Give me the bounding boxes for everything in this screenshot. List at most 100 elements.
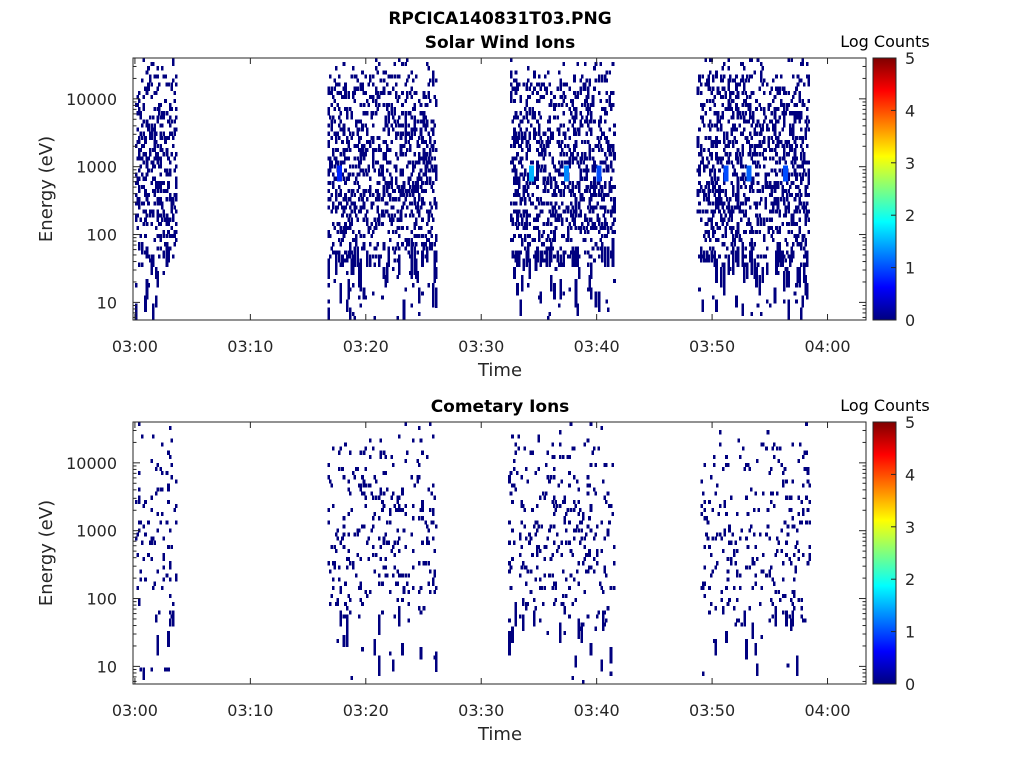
- heatmap-cell: [588, 78, 592, 83]
- heatmap-cell: [559, 189, 562, 194]
- heatmap-cell: [419, 225, 423, 230]
- heatmap-cell: [804, 205, 807, 210]
- heatmap-cell: [418, 172, 421, 177]
- heatmap-cell: [568, 254, 572, 259]
- heatmap-cell: [796, 184, 800, 189]
- heatmap-cell: [168, 622, 172, 627]
- heatmap-cell: [536, 139, 539, 144]
- heatmap-cell: [758, 201, 761, 206]
- heatmap-cell: [732, 246, 735, 267]
- heatmap-cell: [327, 90, 330, 95]
- heatmap-cell: [359, 483, 363, 488]
- heatmap-cell: [781, 156, 784, 161]
- heatmap-cell: [401, 508, 404, 513]
- heatmap-cell: [510, 74, 513, 79]
- heatmap-cell: [605, 573, 608, 578]
- heatmap-cell: [714, 639, 717, 656]
- heatmap-cell: [159, 213, 163, 218]
- heatmap-cell: [794, 569, 797, 574]
- heatmap-cell: [735, 234, 738, 239]
- heatmap-cell: [168, 217, 172, 222]
- heatmap-cell: [796, 655, 799, 676]
- heatmap-cell: [727, 205, 731, 210]
- heatmap-cell: [138, 246, 141, 251]
- heatmap-cell: [156, 528, 160, 533]
- heatmap-cell: [549, 475, 553, 480]
- heatmap-cell: [735, 82, 738, 87]
- heatmap-cell: [568, 160, 572, 165]
- heatmap-cell: [793, 139, 797, 144]
- heatmap-cell: [421, 234, 424, 239]
- heatmap-cell: [568, 86, 572, 91]
- heatmap-cell: [351, 131, 355, 136]
- heatmap-cell: [570, 213, 573, 218]
- heatmap-cell: [591, 246, 595, 251]
- heatmap-cell: [141, 78, 144, 83]
- heatmap-cell: [159, 135, 163, 140]
- heatmap-cell: [799, 307, 803, 320]
- x-tick-label: 03:30: [458, 701, 504, 720]
- heatmap-cell: [753, 201, 757, 206]
- heatmap-cell: [355, 74, 358, 79]
- heatmap-cell: [798, 164, 801, 169]
- heatmap-cell: [793, 103, 797, 108]
- heatmap-cell: [331, 115, 335, 120]
- heatmap-cell: [719, 503, 722, 508]
- heatmap-cell: [804, 217, 807, 222]
- heatmap-cell: [371, 495, 375, 500]
- heatmap-cell: [784, 189, 787, 194]
- heatmap-cell: [159, 131, 163, 136]
- heatmap-cell: [732, 548, 736, 553]
- heatmap-cell: [782, 86, 786, 91]
- heatmap-cell: [145, 221, 149, 226]
- heatmap-cell: [373, 569, 377, 574]
- heatmap-cell: [384, 115, 387, 120]
- heatmap-cell: [792, 254, 795, 259]
- heatmap-cell: [384, 532, 387, 537]
- heatmap-cell: [371, 254, 375, 259]
- heatmap-cell: [384, 139, 387, 144]
- heatmap-cell: [517, 144, 521, 149]
- heatmap-cell: [395, 180, 398, 185]
- heatmap-cell: [573, 127, 576, 132]
- heatmap-cell: [344, 205, 347, 210]
- heatmap-cell: [725, 205, 729, 210]
- heatmap-cell: [378, 254, 381, 267]
- heatmap-cell: [396, 315, 400, 320]
- heatmap-cell: [806, 479, 810, 484]
- heatmap-cell: [405, 164, 409, 169]
- heatmap-cell: [525, 565, 528, 570]
- heatmap-cell: [599, 62, 602, 67]
- heatmap-cell: [331, 172, 335, 177]
- heatmap-cell: [749, 487, 753, 492]
- heatmap-cell: [596, 180, 599, 185]
- heatmap-cell: [379, 454, 383, 459]
- heatmap-cell: [736, 250, 740, 255]
- heatmap-cell: [752, 180, 755, 185]
- heatmap-cell: [165, 254, 169, 259]
- heatmap-cell: [709, 189, 712, 194]
- heatmap-cell: [798, 90, 801, 95]
- heatmap-cell: [737, 618, 741, 623]
- heatmap-cell: [562, 234, 565, 239]
- heatmap-cell: [724, 234, 727, 239]
- heatmap-cell: [511, 238, 515, 243]
- heatmap-cell: [593, 189, 596, 194]
- heatmap-cell: [535, 553, 539, 558]
- heatmap-cell: [517, 234, 521, 239]
- heatmap-cell: [762, 111, 766, 116]
- heatmap-cell: [373, 217, 377, 222]
- heatmap-cell: [705, 516, 708, 521]
- heatmap-cell: [361, 524, 364, 529]
- heatmap-cell: [338, 123, 341, 128]
- heatmap-cell: [563, 606, 567, 611]
- heatmap-cell: [398, 508, 401, 513]
- heatmap-cell: [759, 74, 763, 79]
- heatmap-cell: [577, 213, 581, 218]
- heatmap-cell: [744, 176, 747, 181]
- heatmap-cell: [530, 82, 533, 87]
- heatmap-cell: [153, 176, 156, 181]
- heatmap-cell: [359, 209, 363, 214]
- heatmap-cell: [151, 209, 155, 214]
- heatmap-cell: [387, 148, 390, 153]
